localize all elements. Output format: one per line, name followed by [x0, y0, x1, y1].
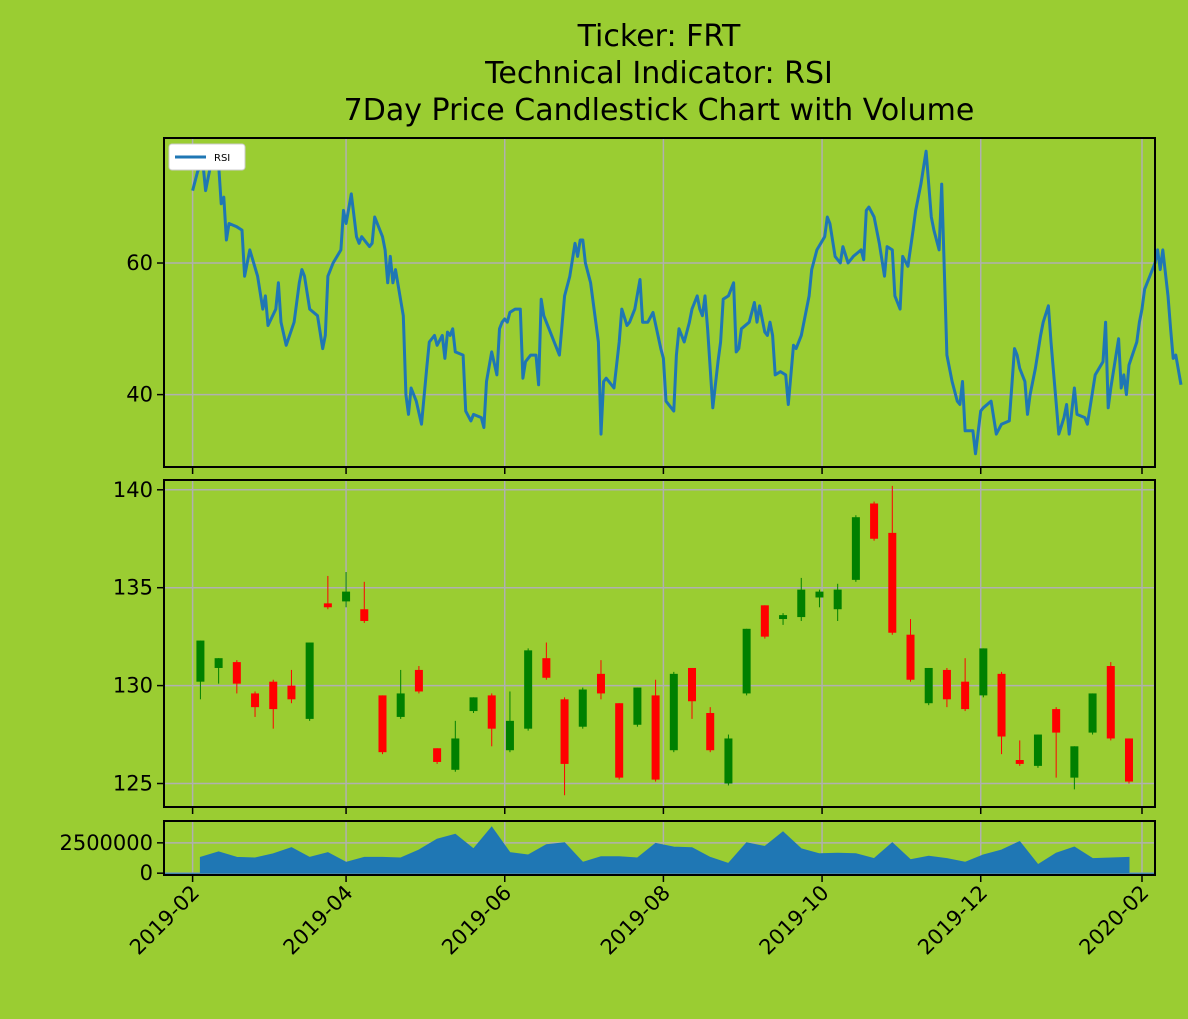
- x-axis: 2019-02 2019-04 2019-06 2019-08 2019-10 2019-…: [125, 881, 1153, 960]
- candle-body-23: [615, 703, 623, 777]
- candle-body-37: [870, 503, 878, 538]
- x-tick-label-5: 2019-12: [913, 881, 992, 960]
- price-ytick-label-3: 140: [113, 478, 153, 502]
- rsi-frame: [164, 138, 1155, 467]
- candle-body-21: [579, 690, 587, 727]
- candle-body-4: [269, 682, 277, 709]
- candle-body-19: [542, 658, 550, 678]
- rsi-ytick-label-0: 40: [126, 383, 153, 407]
- candle-body-27: [688, 668, 696, 701]
- chart-title-line-2: Technical Indicator: RSI: [484, 56, 833, 91]
- candle-body-0: [196, 641, 204, 682]
- candle-body-36: [852, 517, 860, 580]
- candle-body-35: [834, 590, 842, 610]
- legend-label-rsi: RSI: [214, 153, 230, 164]
- candle-body-44: [998, 674, 1006, 737]
- candle-body-41: [943, 670, 951, 699]
- volume-area: [164, 827, 1155, 873]
- candle-body-6: [306, 643, 314, 719]
- rsi-panel: 40 60: [126, 138, 1181, 474]
- candle-body-31: [761, 605, 769, 636]
- x-tick-label-0: 2019-02: [125, 881, 204, 960]
- candle-body-42: [961, 682, 969, 709]
- candle-body-47: [1052, 709, 1060, 732]
- volume-panel: 0 2500000: [59, 821, 1155, 885]
- candle-body-1: [215, 658, 223, 668]
- candle-body-17: [506, 721, 514, 750]
- candle-body-30: [743, 629, 751, 694]
- x-tick-label-3: 2019-08: [596, 881, 675, 960]
- x-tick-label-6: 2020-02: [1075, 881, 1154, 960]
- rsi-ytick-label-1: 60: [126, 251, 153, 275]
- x-tick-label-1: 2019-04: [279, 881, 358, 960]
- candle-body-20: [561, 699, 569, 764]
- candle-body-12: [415, 670, 423, 692]
- candle-body-3: [251, 693, 259, 707]
- candle-body-11: [397, 693, 405, 716]
- candle-body-5: [287, 686, 295, 700]
- candle-body-9: [360, 609, 368, 621]
- candle-body-10: [378, 695, 386, 752]
- candle-body-13: [433, 748, 441, 762]
- price-ytick-label-2: 135: [113, 576, 153, 600]
- candle-body-16: [488, 695, 496, 728]
- candle-body-8: [342, 592, 350, 602]
- chart-title-line-3: 7Day Price Candlestick Chart with Volume: [344, 93, 975, 128]
- candle-body-33: [797, 590, 805, 617]
- candle-body-15: [470, 697, 478, 711]
- candle-body-25: [652, 695, 660, 779]
- x-tick-label-2: 2019-06: [437, 881, 516, 960]
- candle-body-39: [907, 635, 915, 680]
- candle-body-51: [1125, 738, 1133, 781]
- candle-body-29: [724, 738, 732, 783]
- candle-body-49: [1089, 693, 1097, 732]
- candle-body-14: [451, 738, 459, 769]
- candle-body-26: [670, 674, 678, 750]
- candle-body-46: [1034, 735, 1042, 766]
- volume-ytick-label-1: 2500000: [59, 831, 153, 855]
- candle-body-40: [925, 668, 933, 703]
- candle-body-18: [524, 650, 532, 728]
- candle-body-2: [233, 662, 241, 684]
- chart-title-line-1: Ticker: FRT: [577, 19, 741, 54]
- price-ytick-label-0: 125: [113, 772, 153, 796]
- candle-body-34: [815, 592, 823, 598]
- candle-body-32: [779, 615, 787, 619]
- candle-body-22: [597, 674, 605, 694]
- candle-body-48: [1070, 746, 1078, 777]
- volume-ytick-label-0: 0: [140, 861, 153, 885]
- price-panel: 125 130 135 140: [113, 478, 1155, 814]
- x-tick-label-4: 2019-10: [755, 881, 834, 960]
- rsi-line: [193, 151, 1181, 454]
- candle-body-50: [1107, 666, 1115, 738]
- candle-body-45: [1016, 760, 1024, 764]
- candle-body-38: [888, 533, 896, 633]
- legend: RSI: [169, 144, 245, 170]
- price-ytick-label-1: 130: [113, 674, 153, 698]
- candle-body-7: [324, 603, 332, 607]
- candle-body-28: [706, 713, 714, 750]
- candle-body-43: [979, 648, 987, 695]
- candle-body-24: [633, 688, 641, 725]
